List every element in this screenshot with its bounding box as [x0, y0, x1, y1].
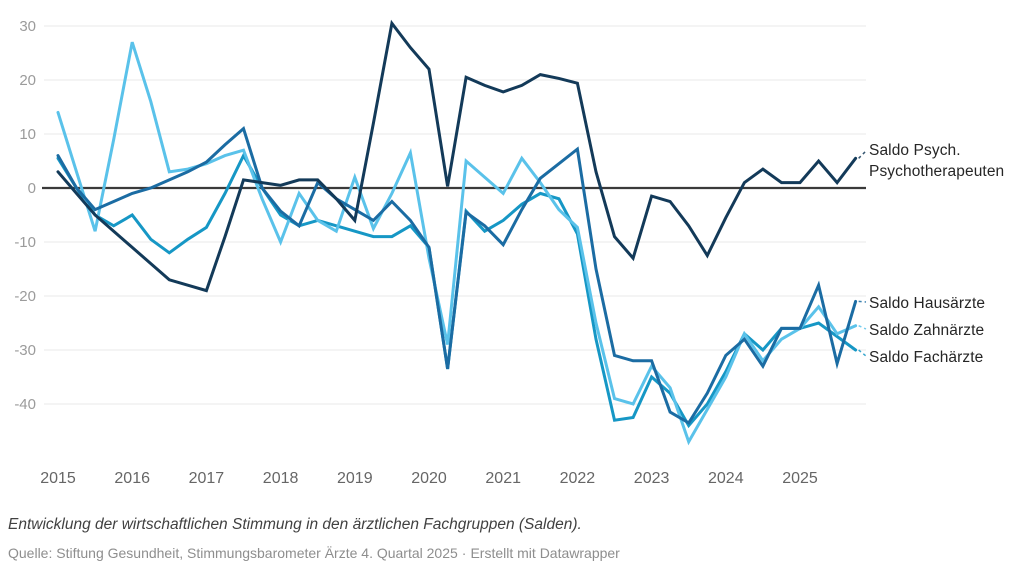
legend-connector-fachaerzte [858, 349, 867, 357]
y-tick-label: 20 [19, 72, 36, 89]
series-line-zahnaerzte[interactable] [56, 41, 858, 446]
legend-label-fachaerzte: Saldo Fachärzte [869, 349, 984, 366]
x-tick-label: 2025 [782, 470, 818, 487]
legend-label-hausaerzte: Saldo Hausärzte [869, 295, 986, 312]
source-separator: · [461, 545, 467, 561]
y-tick-label: -30 [14, 342, 36, 359]
y-tick-label: 0 [28, 180, 36, 197]
legend-label-psych-line2: Psychotherapeuten [869, 163, 1005, 180]
x-tick-label: 2015 [40, 470, 76, 487]
series-line-psych[interactable] [56, 19, 858, 293]
chart-source-line: Quelle: Stiftung Gesundheit, Stimmungsba… [8, 545, 624, 561]
y-tick-label: -20 [14, 288, 36, 305]
x-tick-label: 2024 [708, 470, 744, 487]
series-line-hausaerzte[interactable] [56, 125, 858, 425]
x-tick-label: 2016 [114, 470, 150, 487]
y-tick-label: -40 [14, 396, 36, 413]
legend-label-psych-line1: Saldo Psych. [869, 142, 961, 159]
source-text: Quelle: Stiftung Gesundheit, Stimmungsba… [8, 545, 458, 561]
x-tick-label: 2017 [189, 470, 225, 487]
x-tick-label: 2018 [263, 470, 299, 487]
x-tick-label: 2019 [337, 470, 373, 487]
datawrapper-attribution-link[interactable]: Erstellt mit Datawrapper [470, 545, 620, 561]
x-tick-label: 2022 [560, 470, 596, 487]
legend-label-psych-psychotherapeuten: Saldo Psych. Psychotherapeuten [869, 140, 1004, 182]
x-tick-label: 2023 [634, 470, 670, 487]
x-tick-label: 2021 [485, 470, 521, 487]
y-tick-label: 10 [19, 126, 36, 143]
y-tick-label: -10 [14, 234, 36, 251]
legend-connector-zahnaerzte [858, 325, 867, 330]
x-tick-label: 2020 [411, 470, 447, 487]
chart-notes: Entwicklung der wirtschaftlichen Stimmun… [8, 516, 582, 533]
legend-label-zahnaerzte: Saldo Zahnärzte [869, 322, 985, 339]
legend-connector-psych [858, 150, 867, 159]
legend-connector-hausaerzte [858, 300, 867, 303]
y-tick-label: 30 [19, 18, 36, 35]
